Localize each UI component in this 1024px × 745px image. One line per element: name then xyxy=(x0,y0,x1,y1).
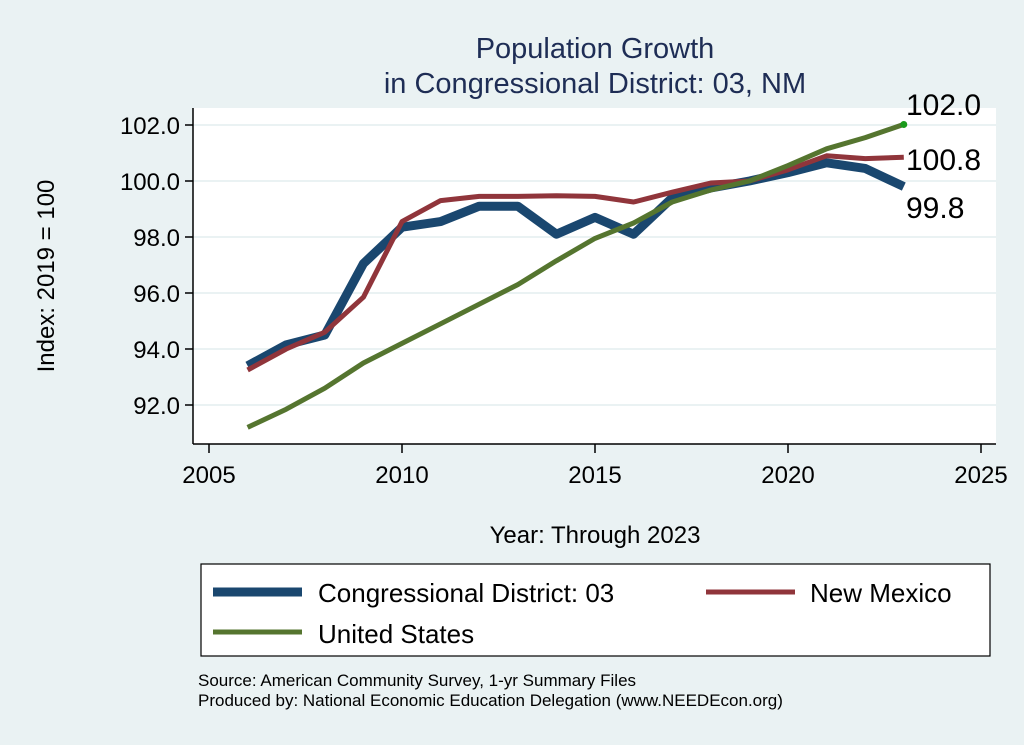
end-labels: 99.8 100.8 102.0 xyxy=(906,89,981,225)
y-tick-label: 102.0 xyxy=(120,113,180,140)
series-lines xyxy=(245,120,908,430)
end-label-congressional-district: 99.8 xyxy=(906,192,964,225)
x-tick-label: 2025 xyxy=(954,462,1007,489)
legend-item-congressional-district: Congressional District: 03 xyxy=(213,578,614,608)
legend: Congressional District: 03 New Mexico Un… xyxy=(200,563,991,657)
legend-label-congressional-district: Congressional District: 03 xyxy=(318,578,614,608)
y-tick-label: 92.0 xyxy=(133,393,180,420)
y-tick-label: 94.0 xyxy=(133,337,180,364)
x-tick-label: 2010 xyxy=(375,462,428,489)
y-axis-title: Index: 2019 = 100 xyxy=(33,180,60,373)
chart-title-line-2: in Congressional District: 03, NM xyxy=(384,68,806,100)
series-line-congressional-district xyxy=(245,158,906,370)
y-tick-label: 96.0 xyxy=(133,281,180,308)
x-axis-title: Year: Through 2023 xyxy=(490,522,701,549)
y-axis-ticks: 92.0 94.0 96.0 98.0 100.0 102.0 xyxy=(120,113,193,420)
end-label-new-mexico: 100.8 xyxy=(906,144,981,177)
y-tick-label: 98.0 xyxy=(133,225,180,252)
producer-note: Produced by: National Economic Education… xyxy=(198,691,783,710)
x-tick-label: 2005 xyxy=(182,462,235,489)
series-line-united-states xyxy=(246,122,905,430)
legend-item-united-states: United States xyxy=(213,619,474,649)
end-marker-united-states xyxy=(900,120,908,128)
x-tick-label: 2015 xyxy=(568,462,621,489)
x-tick-label: 2020 xyxy=(761,462,814,489)
series-line-new-mexico xyxy=(246,153,904,373)
end-label-united-states: 102.0 xyxy=(906,89,981,122)
legend-box xyxy=(200,563,991,657)
y-tick-label: 100.0 xyxy=(120,169,180,196)
x-axis-ticks: 2005 2010 2015 2020 2025 xyxy=(182,444,1008,489)
legend-item-new-mexico: New Mexico xyxy=(706,578,952,608)
chart-title-line-1: Population Growth xyxy=(476,33,715,65)
legend-label-united-states: United States xyxy=(318,619,474,649)
source-note: Source: American Community Survey, 1-yr … xyxy=(198,671,636,690)
legend-label-new-mexico: New Mexico xyxy=(810,578,952,608)
